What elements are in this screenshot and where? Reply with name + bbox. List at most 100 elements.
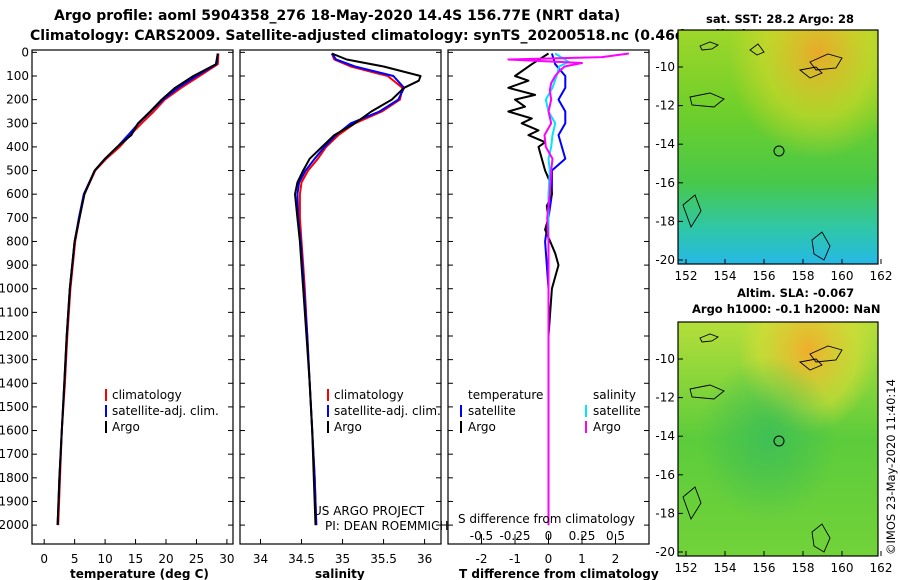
x-tick-label: 0 (40, 552, 48, 566)
depth-tick-label: 0 (21, 45, 29, 59)
x2-tick-label: -0.25 (499, 529, 530, 543)
depth-tick-label: 1900 (0, 494, 29, 508)
depth-tick-label: 1300 (0, 353, 29, 367)
legend-label-s-satellite: satellite (593, 404, 641, 418)
legend-label-climatology: climatology (334, 388, 404, 402)
map-x-tick-label: 162 (870, 561, 893, 575)
depth-tick-label: 100 (6, 69, 29, 83)
depth-tick-label: 1600 (0, 424, 29, 438)
map-x-tick-label: 152 (675, 561, 698, 575)
map-y-tick-label: -20 (655, 545, 675, 559)
legend-heading-temperature: temperature (468, 388, 543, 402)
map-y-tick-label: -16 (655, 468, 675, 482)
map-x-tick-label: 160 (831, 561, 854, 575)
map-y-tick-label: -12 (655, 99, 675, 113)
temperature-legend: climatology satellite-adj. clim. Argo (105, 388, 219, 434)
x-tick-label: 34.5 (288, 552, 315, 566)
x2-tick-label: 0 (545, 529, 553, 543)
depth-tick-label: 400 (6, 140, 29, 154)
x-tick-label: 36 (417, 552, 432, 566)
depth-tick-label: 600 (6, 187, 29, 201)
map-y-tick-label: -18 (655, 214, 675, 228)
x-tick-label: 20 (158, 552, 173, 566)
depth-tick-label: 200 (6, 93, 29, 107)
s-difference-axis-label: S difference from climatology (458, 512, 635, 526)
salinity-panel: 34 34.5 35 35.5 36 climatology satellite-adj… (239, 49, 448, 580)
series-line-argo (56, 53, 219, 526)
sst-map-frame (677, 29, 879, 265)
sla-low-patch (678, 322, 878, 556)
t-difference-axis-label: T difference from climatology (459, 567, 659, 580)
float-location-marker (773, 435, 785, 447)
sst-coastline (682, 41, 843, 261)
map-y-tick-label: -14 (655, 429, 675, 443)
depth-tick-label: 1500 (0, 400, 29, 414)
x-tick-label: 35.5 (370, 552, 397, 566)
x-tick-label: 10 (97, 552, 112, 566)
legend-label-t-argo: Argo (468, 420, 496, 434)
map-x-tick-label: 154 (714, 269, 737, 283)
x-tick-label: 5 (71, 552, 79, 566)
legend-label-t-satellite: satellite (468, 404, 516, 418)
map-x-tick-label: 156 (753, 561, 776, 575)
temperature-axis-label: temperature (deg C) (70, 567, 209, 580)
x2-tick-label: 0.25 (569, 529, 596, 543)
sla-map-title-2: Argo h1000: -0.1 h2000: NaN (692, 302, 880, 316)
salinity-axis-label: salinity (315, 567, 365, 580)
series-line-argo (294, 52, 422, 526)
project-annotation: US ARGO PROJECT (313, 504, 425, 518)
map-x-tick-label: 162 (870, 269, 893, 283)
depth-tick-label: 1800 (0, 471, 29, 485)
x-tick-label: -1 (509, 552, 521, 566)
x-tick-label: 1 (578, 552, 586, 566)
map-y-tick-label: -12 (655, 391, 675, 405)
depth-tick-label: 2000 (0, 518, 29, 532)
legend-label-satellite: satellite-adj. clim. (334, 404, 441, 418)
depth-tick-label: 1000 (0, 282, 29, 296)
legend-label-climatology: climatology (112, 388, 182, 402)
title-line-2: Climatology: CARS2009. Satellite-adjuste… (30, 28, 748, 44)
x2-tick-label: 0.5 (606, 529, 625, 543)
x2-tick-label: -0.5 (470, 529, 493, 543)
pi-annotation: PI: DEAN ROEMMICH (325, 519, 448, 533)
x-tick-label: 35 (335, 552, 350, 566)
legend-label-argo: Argo (334, 420, 362, 434)
sst-warm-patch (678, 30, 878, 264)
difference-legend: temperature satellite Argo salinity sate… (460, 388, 641, 434)
sla-map-title-1: Altim. SLA: -0.067 (737, 286, 854, 300)
map-x-tick-label: 158 (792, 269, 815, 283)
x-tick-label: 15 (128, 552, 143, 566)
map-y-tick-label: -10 (655, 352, 675, 366)
sla-map-frame (677, 321, 879, 557)
series-line-t-argo (507, 52, 560, 490)
legend-label-satellite: satellite-adj. clim. (112, 404, 219, 418)
series-line-t-satellite (544, 53, 567, 526)
map-x-tick-label: 152 (675, 269, 698, 283)
legend-label-argo: Argo (112, 420, 140, 434)
map-x-tick-label: 156 (753, 269, 776, 283)
legend-heading-salinity: salinity (593, 388, 636, 402)
map-x-tick-label: 154 (714, 561, 737, 575)
sst-map-title: sat. SST: 28.2 Argo: 28 (706, 12, 854, 26)
x-tick-label: 0 (545, 552, 553, 566)
depth-tick-label: 900 (6, 258, 29, 272)
legend-label-s-argo: Argo (593, 420, 621, 434)
depth-tick-label: 700 (6, 211, 29, 225)
map-y-tick-label: -18 (655, 506, 675, 520)
title-line-1: Argo profile: aoml 5904358_276 18-May-20… (54, 8, 620, 24)
x-tick-label: 2 (612, 552, 620, 566)
depth-tick-label: 1200 (0, 329, 29, 343)
temperature-panel: 0100200300400500600700800900100011001200… (0, 45, 235, 580)
depth-tick-labels: 0 100 200 300 400 500 600 700 800 900 1000 1100 1200… (0, 45, 29, 532)
map-y-tick-label: -14 (655, 137, 675, 151)
difference-panel: -2 -1 0 1 2 -0.5 -0.25 0 0.25 0.5 temperature sat… (447, 49, 659, 580)
credit-text: ©IMOS 23-May-2020 11:40:14 (884, 379, 898, 555)
float-location-marker (773, 145, 785, 157)
depth-tick-label: 1700 (0, 447, 29, 461)
depth-tick-label: 1400 (0, 376, 29, 390)
x-tick-label: 25 (189, 552, 204, 566)
map-y-tick-label: -16 (655, 176, 675, 190)
sst-map: sat. SST: 28.2 Argo: 28 152 154 156 158 160 1… (655, 12, 892, 283)
sla-coastline (682, 333, 843, 553)
sla-map: Altim. SLA: -0.067 Argo h1000: -0.1 h200… (655, 286, 892, 575)
